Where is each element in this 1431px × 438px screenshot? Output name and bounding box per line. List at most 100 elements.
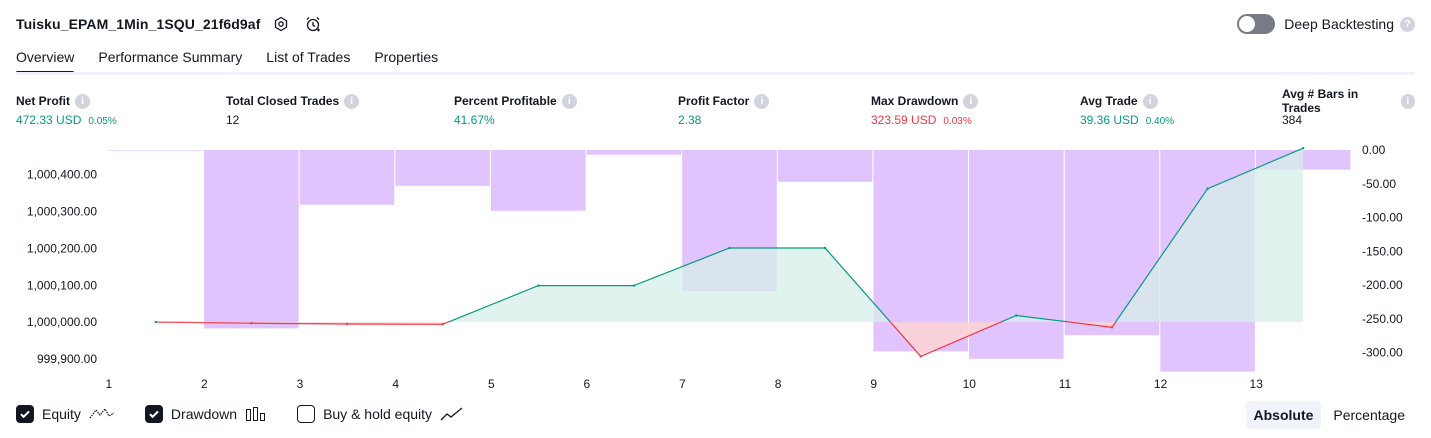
help-icon[interactable]: ?: [1400, 16, 1415, 32]
equity-point: [919, 355, 922, 358]
legend-equity[interactable]: Equity: [16, 405, 115, 423]
drawdown-bar: [491, 150, 586, 211]
metric-label: Avg # Bars in Trades: [1282, 87, 1359, 115]
y-left-tick-label: 999,900.00: [37, 352, 97, 366]
y-right-tick-label: -300.00: [1362, 346, 1403, 360]
x-tick-label: 3: [297, 377, 304, 391]
tab-overview[interactable]: Overview: [16, 46, 75, 74]
info-icon[interactable]: i: [754, 93, 770, 109]
y-right-tick-label: -100.00: [1362, 211, 1403, 225]
equity-point: [1302, 147, 1305, 150]
legend-equity-label: Equity: [42, 406, 81, 422]
x-tick-label: 7: [679, 377, 686, 391]
x-tick-label: 11: [1059, 377, 1072, 391]
deep-backtesting-toggle[interactable]: [1237, 14, 1276, 34]
metric-value: 472.33 USD: [16, 113, 82, 127]
equity-point: [250, 322, 253, 325]
x-tick-label: 12: [1154, 377, 1168, 391]
tab-list-of-trades[interactable]: List of Trades: [266, 49, 351, 65]
equity-point: [154, 320, 157, 324]
metric-percent: 0.03%: [943, 116, 972, 127]
toggle-knob: [1239, 16, 1256, 32]
equity-point: [728, 246, 731, 250]
scale-mode-switch: Absolute Percentage: [1242, 401, 1414, 429]
metric-value: 41.67%: [454, 113, 495, 127]
y-left-tick-label: 1,000,100.00: [27, 278, 97, 292]
tab-bar: Overview Performance Summary List of Tra…: [16, 46, 462, 74]
y-left-tick-label: 1,000,000.00: [27, 315, 97, 329]
alarm-clock-icon[interactable]: [302, 13, 324, 35]
legend-buy-hold[interactable]: Buy & hold equity: [297, 405, 464, 423]
metric-label: Percent Profitable: [454, 94, 557, 108]
equity-point: [632, 284, 636, 287]
equity-point: [537, 284, 540, 287]
info-icon[interactable]: i: [1400, 93, 1415, 109]
drawdown-bars-icon: [245, 406, 267, 422]
equity-point: [1206, 187, 1209, 190]
metric-avg-trade: Avg Trade i 39.36 USD 0.40%: [1080, 92, 1174, 127]
percentage-button[interactable]: Percentage: [1333, 407, 1405, 423]
x-tick-label: 8: [775, 377, 782, 391]
metric-label: Profit Factor: [678, 94, 750, 108]
legend-drawdown[interactable]: Drawdown: [144, 405, 267, 423]
info-icon[interactable]: i: [1142, 93, 1158, 109]
metric-avg-bars: Avg # Bars in Trades i 384: [1282, 87, 1415, 127]
equity-point: [823, 246, 827, 250]
y-right-tick-label: -250.00: [1362, 312, 1403, 326]
drawdown-bar: [873, 150, 968, 352]
equity-point: [441, 323, 444, 326]
equity-line-icon: [89, 406, 115, 422]
equity-area-negative: [158, 322, 1116, 357]
x-tick-label: 4: [392, 377, 399, 391]
info-icon[interactable]: i: [963, 93, 979, 109]
y-right-tick-label: -50.00: [1362, 177, 1396, 191]
metric-value: 12: [226, 113, 240, 127]
equity-point: [1110, 326, 1114, 329]
drawdown-bar: [204, 150, 299, 329]
metrics-row: Net Profit i 472.33 USD 0.05% Total Closed…: [16, 87, 1415, 132]
x-tick-label: 2: [201, 377, 208, 391]
metric-label: Total Closed Trades: [226, 94, 340, 108]
y-left-tick-label: 1,000,200.00: [27, 241, 97, 255]
equity-drawdown-chart[interactable]: 999,900.00 1,000,000.00 1,000,100.00 1,000,…: [0, 140, 1431, 398]
y-right-tick-label: -150.00: [1362, 244, 1403, 258]
equity-checkbox[interactable]: [16, 405, 34, 423]
equity-area-positive: [155, 148, 1304, 323]
y-left-tick-label: 1,000,300.00: [27, 205, 97, 219]
metric-value: 323.59 USD: [871, 113, 937, 127]
metric-percent-profitable: Percent Profitable i 41.67%: [454, 92, 577, 127]
chart-legend: Equity Drawdown Buy & hold equity: [16, 403, 494, 425]
buy-hold-line-icon: [440, 406, 464, 422]
info-icon[interactable]: i: [344, 93, 360, 109]
metric-max-drawdown: Max Drawdown i 323.59 USD 0.03%: [871, 92, 979, 127]
tab-performance-summary[interactable]: Performance Summary: [98, 49, 243, 65]
y-right-tick-label: 0.00: [1362, 143, 1386, 157]
tab-divider: [16, 72, 1415, 75]
info-icon[interactable]: i: [561, 93, 577, 109]
drawdown-checkbox[interactable]: [144, 405, 163, 423]
equity-point: [1015, 314, 1018, 317]
metric-net-profit: Net Profit i 472.33 USD 0.05%: [16, 92, 117, 127]
metric-label: Net Profit: [16, 94, 70, 108]
metric-percent: 0.05%: [88, 116, 117, 127]
x-tick-label: 1: [105, 377, 112, 391]
x-tick-label: 6: [584, 377, 591, 391]
strategy-header: Tuisku_EPAM_1Min_1SQU_21f6d9af: [16, 12, 324, 36]
settings-icon[interactable]: [270, 13, 292, 35]
x-tick-label: 13: [1250, 377, 1264, 391]
y-left-tick-label: 1,000,400.00: [27, 168, 97, 182]
metric-label: Max Drawdown: [871, 94, 959, 108]
metric-label: Avg Trade: [1080, 94, 1138, 108]
tab-properties[interactable]: Properties: [374, 49, 439, 65]
legend-drawdown-label: Drawdown: [170, 406, 238, 422]
x-tick-label: 9: [870, 377, 877, 391]
info-icon[interactable]: i: [75, 93, 90, 109]
x-tick-label: 5: [488, 377, 495, 391]
metric-value: 2.38: [678, 113, 702, 127]
drawdown-bar: [299, 150, 395, 205]
absolute-button[interactable]: Absolute: [1245, 401, 1322, 429]
drawdown-bar: [586, 150, 682, 155]
drawdown-bar: [777, 150, 873, 182]
buy-hold-checkbox[interactable]: [297, 405, 316, 423]
drawdown-bar: [108, 150, 204, 151]
